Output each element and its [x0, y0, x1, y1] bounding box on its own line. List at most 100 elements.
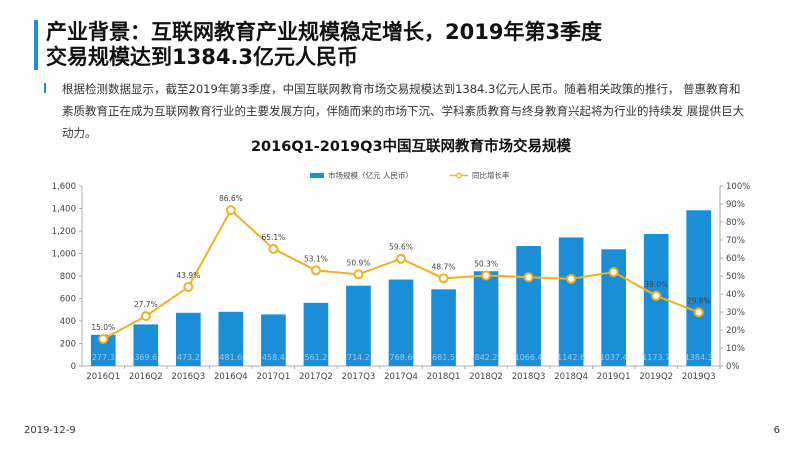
growth-rate-label: 65.1%	[261, 233, 285, 242]
headline-line-1: 产业背景：互联网教育产业规模稳定增长，2019年第3季度	[46, 20, 603, 44]
bar-value-label: 458.4	[262, 353, 285, 362]
x-tick-label: 2017Q3	[342, 372, 376, 382]
growth-rate-marker	[566, 273, 577, 284]
growth-rate-marker	[310, 265, 321, 276]
bar	[303, 302, 329, 366]
legend-bar-swatch	[310, 173, 324, 178]
y-left-tick-label: 600	[60, 295, 76, 305]
bar-value-label: 681.5	[432, 353, 455, 362]
growth-rate-label: 48.7%	[432, 262, 456, 271]
bar-value-label: 842.2	[475, 353, 498, 362]
x-tick-label: 2016Q2	[129, 372, 163, 382]
y-right-tick-label: 60%	[726, 254, 745, 264]
bar	[261, 314, 286, 366]
body-paragraph: 根据检测数据显示，截至2019年第3季度，中国互联网教育市场交易规模达到1384…	[62, 78, 762, 144]
bar-value-label: 714.2	[347, 353, 370, 362]
x-tick-label: 2016Q3	[171, 372, 205, 382]
y-left-tick-label: 1,200	[52, 227, 76, 237]
growth-rate-marker	[183, 281, 194, 292]
growth-rate-label: 27.7%	[134, 300, 158, 309]
growth-rate-label: 59.6%	[389, 243, 413, 252]
bar-value-label: 768.6	[390, 353, 413, 362]
y-right-tick-label: 70%	[726, 236, 745, 246]
headline-accent-bar	[34, 20, 38, 70]
body-line-3: 动力。	[62, 126, 97, 140]
y-left-tick-label: 200	[60, 340, 76, 350]
growth-rate-marker	[140, 311, 151, 322]
x-tick-label: 2018Q1	[427, 372, 461, 382]
y-right-tick-label: 10%	[726, 344, 745, 354]
y-right-tick-label: 20%	[726, 326, 745, 336]
bar-value-label: 473.2	[177, 353, 200, 362]
body-line-2: 素质教育正在成为互联网教育行业的主要发展方向，伴随而来的市场下沉、学科素质教育与…	[62, 104, 745, 118]
bar-value-label: 481.6	[219, 353, 242, 362]
y-right-tick-label: 30%	[726, 308, 745, 318]
growth-rate-marker	[353, 269, 364, 280]
growth-rate-label: 53.1%	[304, 254, 328, 263]
growth-rate-label: 15.0%	[91, 323, 115, 332]
growth-rate-marker	[438, 273, 449, 284]
y-right-tick-label: 40%	[726, 290, 745, 300]
chart-title: 2016Q1-2019Q3中国互联网教育市场交易规模	[251, 137, 572, 155]
x-tick-label: 2019Q1	[597, 372, 631, 382]
growth-rate-label: 29.8%	[687, 296, 711, 305]
legend-line-marker	[456, 172, 462, 179]
x-tick-label: 2017Q2	[299, 372, 333, 382]
x-tick-label: 2018Q2	[469, 372, 503, 382]
y-left-tick-label: 0	[71, 362, 76, 372]
bar-value-label: 561.2	[304, 353, 327, 362]
bar	[218, 311, 244, 366]
bar-value-label: 369.6	[134, 353, 157, 362]
bar	[601, 249, 627, 366]
growth-rate-marker	[268, 243, 279, 254]
growth-rate-label: 50.3%	[474, 259, 498, 268]
growth-rate-label: 86.6%	[219, 194, 243, 203]
page-headline: 产业背景：互联网教育产业规模稳定增长，2019年第3季度 交易规模达到1384.…	[46, 20, 766, 70]
bar-value-label: 1142.6	[557, 353, 585, 362]
y-left-tick-label: 1,600	[52, 182, 76, 192]
bar-value-label: 1066.4	[515, 353, 543, 362]
growth-rate-label: 43.9%	[176, 271, 200, 280]
growth-rate-label: 39.0%	[644, 280, 668, 289]
x-tick-label: 2018Q3	[512, 372, 546, 382]
y-left-tick-label: 800	[60, 272, 76, 282]
x-tick-label: 2018Q4	[554, 372, 588, 382]
y-left-tick-label: 400	[60, 317, 76, 327]
y-left-tick-label: 1,400	[52, 205, 76, 215]
x-tick-label: 2019Q3	[682, 372, 716, 382]
x-tick-label: 2016Q1	[86, 372, 120, 382]
y-right-tick-label: 100%	[726, 182, 750, 192]
bar	[473, 271, 499, 366]
y-right-tick-label: 80%	[726, 218, 745, 228]
bar	[686, 210, 712, 366]
bar	[346, 285, 371, 366]
bar-value-label: 277.3	[92, 353, 115, 362]
y-right-tick-label: 50%	[726, 272, 745, 282]
footer-date: 2019-12-9	[24, 425, 76, 436]
bar-value-label: 1173.7	[642, 353, 670, 362]
x-tick-label: 2017Q1	[257, 372, 291, 382]
growth-rate-marker	[523, 272, 534, 283]
growth-rate-label: 50.9%	[347, 258, 371, 267]
growth-rate-marker	[608, 267, 619, 278]
bar	[431, 289, 456, 366]
y-right-tick-label: 90%	[726, 200, 745, 210]
growth-rate-marker	[651, 290, 662, 301]
growth-rate-marker	[225, 205, 236, 216]
body-accent-bar	[44, 83, 46, 93]
bar-value-label: 1037.4	[600, 353, 628, 362]
x-tick-label: 2019Q2	[639, 372, 673, 382]
legend-bar-label: 市场规模（亿元 人民币）	[328, 170, 413, 180]
growth-rate-marker	[481, 270, 492, 281]
bar	[388, 279, 414, 366]
growth-rate-marker	[98, 334, 109, 344]
bar	[175, 312, 201, 366]
bar	[516, 246, 541, 366]
headline-line-2: 交易规模达到1384.3亿元人民币	[46, 45, 359, 69]
y-right-tick-label: 0%	[726, 362, 740, 372]
bar	[558, 237, 584, 366]
growth-rate-marker	[396, 253, 406, 264]
y-left-tick-label: 1,000	[52, 250, 76, 260]
x-tick-label: 2016Q4	[214, 372, 248, 382]
